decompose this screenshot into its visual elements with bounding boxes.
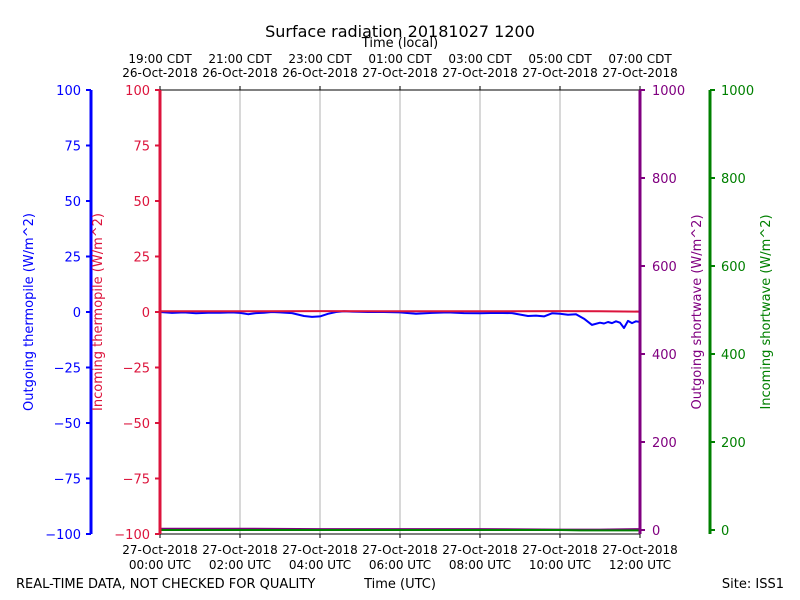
local-time-tick-label: 03:00 CDT [448,52,512,66]
incoming-thermopile-tick-label: 75 [133,140,150,155]
bottom-axis-label: Time (UTC) [363,577,436,592]
site-label: Site: ISS1 [722,577,784,592]
outgoing-thermopile-tick-label: 0 [73,306,81,321]
incoming-thermopile-tick-label: −50 [123,417,150,432]
incoming-thermopile-tick-label: 25 [133,251,150,266]
utc-time-tick-label: 12:00 UTC [609,558,671,572]
chart-title: Surface radiation 20181027 1200 [265,22,535,41]
utc-date-tick-label: 27-Oct-2018 [122,543,198,557]
incoming-shortwave-tick-label: 600 [721,260,746,275]
local-time-tick-label: 05:00 CDT [528,52,592,66]
utc-date-tick-label: 27-Oct-2018 [522,543,598,557]
utc-date-tick-label: 27-Oct-2018 [202,543,278,557]
outgoing-shortwave-tick-label: 800 [652,172,677,187]
utc-time-tick-label: 08:00 UTC [449,558,511,572]
utc-time-tick-label: 02:00 UTC [209,558,271,572]
local-date-tick-label: 27-Oct-2018 [602,66,678,80]
incoming-shortwave-tick-label: 400 [721,348,746,363]
incoming-shortwave-tick-label: 0 [721,524,729,539]
outgoing-thermopile-line [159,310,641,329]
utc-time-tick-label: 10:00 UTC [529,558,591,572]
local-date-tick-label: 26-Oct-2018 [122,66,198,80]
local-time-tick-label: 01:00 CDT [368,52,432,66]
outgoing-shortwave-axis-label: Outgoing shortwave (W/m^2) [690,214,705,409]
local-date-tick-label: 27-Oct-2018 [442,66,518,80]
quality-disclaimer: REAL-TIME DATA, NOT CHECKED FOR QUALITY [16,577,315,592]
incoming-shortwave-tick-label: 800 [721,172,746,187]
outgoing-thermopile-tick-label: 25 [64,251,81,266]
outgoing-shortwave-tick-label: 200 [652,436,677,451]
incoming-thermopile-tick-label: −25 [123,362,150,377]
local-date-tick-label: 27-Oct-2018 [362,66,438,80]
local-time-tick-label: 19:00 CDT [128,52,192,66]
local-time-tick-label: 21:00 CDT [208,52,272,66]
incoming-shortwave-axis-label: Incoming shortwave (W/m^2) [759,214,774,409]
incoming-thermopile-tick-label: 0 [142,306,150,321]
outgoing-shortwave-tick-label: 600 [652,260,677,275]
outgoing-shortwave-tick-label: 1000 [652,84,685,99]
local-time-tick-label: 23:00 CDT [288,52,352,66]
incoming-shortwave-tick-label: 1000 [721,84,754,99]
local-time-tick-label: 07:00 CDT [608,52,672,66]
outgoing-thermopile-axis-label: Outgoing thermopile (W/m^2) [22,213,37,411]
incoming-thermopile-tick-label: 100 [125,84,150,99]
local-date-tick-label: 27-Oct-2018 [522,66,598,80]
outgoing-thermopile-tick-label: −100 [45,528,81,543]
utc-date-tick-label: 27-Oct-2018 [362,543,438,557]
utc-time-tick-label: 04:00 UTC [289,558,351,572]
utc-time-tick-label: 06:00 UTC [369,558,431,572]
outgoing-shortwave-tick-label: 0 [652,524,660,539]
top-axis-label: Time (local) [361,36,438,51]
incoming-shortwave-tick-label: 200 [721,436,746,451]
utc-date-tick-label: 27-Oct-2018 [602,543,678,557]
outgoing-thermopile-tick-label: 75 [64,140,81,155]
outgoing-shortwave-tick-label: 400 [652,348,677,363]
incoming-thermopile-tick-label: 50 [133,195,150,210]
outgoing-thermopile-tick-label: −75 [54,473,81,488]
utc-date-tick-label: 27-Oct-2018 [282,543,358,557]
utc-time-tick-label: 00:00 UTC [129,558,191,572]
local-date-tick-label: 26-Oct-2018 [282,66,358,80]
outgoing-thermopile-tick-label: 100 [56,84,81,99]
outgoing-thermopile-tick-label: 50 [64,195,81,210]
outgoing-thermopile-tick-label: −25 [54,362,81,377]
utc-date-tick-label: 27-Oct-2018 [442,543,518,557]
incoming-thermopile-line [160,310,641,313]
incoming-thermopile-tick-label: −75 [123,473,150,488]
incoming-thermopile-tick-label: −100 [114,528,150,543]
outgoing-thermopile-tick-label: −50 [54,417,81,432]
incoming-thermopile-axis-label: Incoming thermopile (W/m^2) [91,213,106,411]
local-date-tick-label: 26-Oct-2018 [202,66,278,80]
data-series [159,310,641,532]
